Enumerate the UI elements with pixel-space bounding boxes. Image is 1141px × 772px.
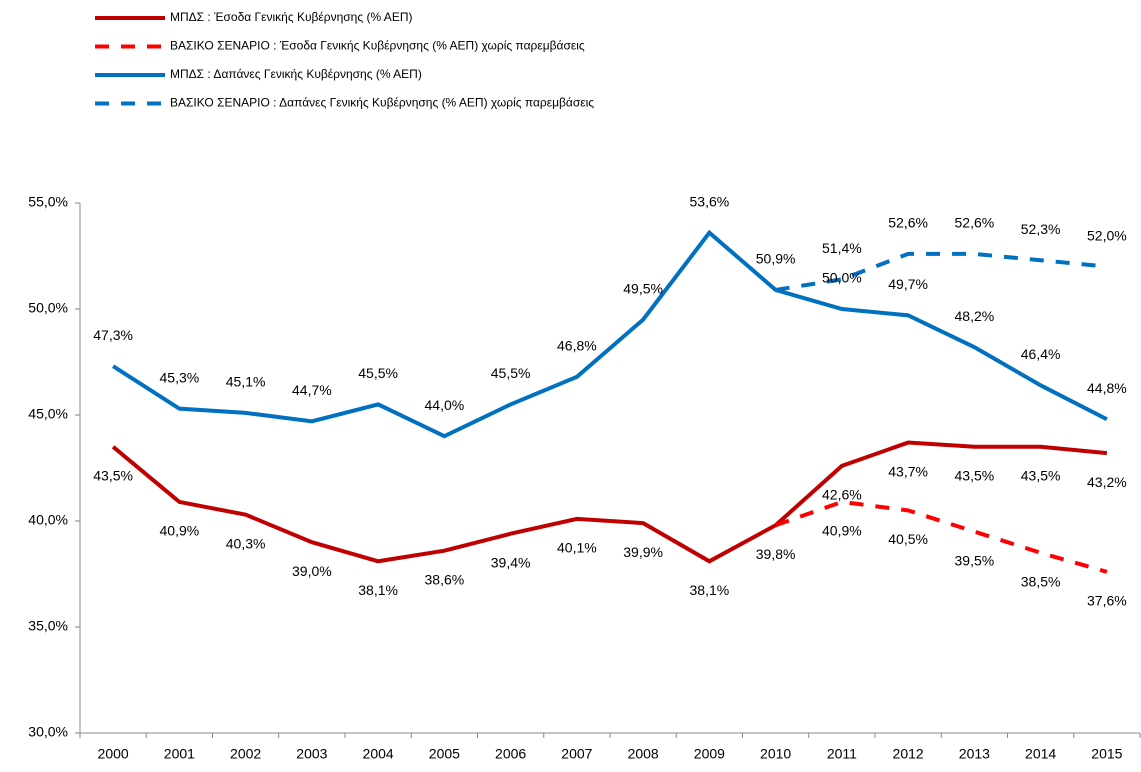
x-tick-label: 2001 — [164, 746, 195, 762]
series-line — [111, 440, 1108, 564]
x-tick-label: 2007 — [561, 746, 592, 762]
x-tick-label: 2013 — [959, 746, 990, 762]
x-tick-label: 2008 — [628, 746, 659, 762]
data-label: 52,6% — [888, 215, 928, 231]
data-label: 39,8% — [756, 546, 796, 562]
data-label: 45,5% — [358, 365, 398, 381]
data-label: 49,5% — [623, 280, 663, 296]
legend-label: ΒΑΣΙΚΟ ΣΕΝΑΡΙΟ : Έσοδα Γενικής Κυβέρνηση… — [170, 39, 585, 53]
y-tick-label: 30,0% — [28, 724, 68, 740]
data-label: 39,9% — [623, 544, 663, 560]
series-line — [112, 229, 1108, 439]
x-tick-label: 2015 — [1091, 746, 1122, 762]
x-tick-label: 2010 — [760, 746, 791, 762]
data-label: 52,0% — [1087, 227, 1127, 243]
x-tick-label: 2009 — [694, 746, 725, 762]
data-label: 44,0% — [425, 397, 465, 413]
data-label: 38,5% — [1021, 574, 1061, 590]
data-label: 52,3% — [1021, 221, 1061, 237]
legend-label: ΒΑΣΙΚΟ ΣΕΝΑΡΙΟ : Δαπάνες Γενικής Κυβέρνη… — [170, 96, 594, 110]
data-label: 49,7% — [888, 276, 928, 292]
data-label: 44,8% — [1087, 380, 1127, 396]
series-line — [774, 499, 1108, 574]
data-label: 53,6% — [690, 193, 730, 209]
data-label: 40,1% — [557, 540, 597, 556]
data-label: 47,3% — [93, 327, 133, 343]
x-tick-label: 2005 — [429, 746, 460, 762]
data-label: 46,8% — [557, 338, 597, 354]
x-tick-label: 2004 — [363, 746, 394, 762]
x-tick-label: 2003 — [296, 746, 327, 762]
y-tick-label: 40,0% — [28, 512, 68, 528]
data-label: 39,4% — [491, 554, 531, 570]
data-label: 46,4% — [1021, 346, 1061, 362]
data-label: 50,0% — [822, 270, 862, 286]
data-label: 38,6% — [425, 571, 465, 587]
data-label: 50,9% — [756, 251, 796, 267]
x-tick-label: 2014 — [1025, 746, 1056, 762]
x-tick-label: 2000 — [98, 746, 129, 762]
series-line — [775, 251, 1108, 292]
data-label: 39,5% — [955, 552, 995, 568]
data-label: 38,1% — [358, 582, 398, 598]
x-tick-label: 2012 — [893, 746, 924, 762]
data-label: 44,7% — [292, 382, 332, 398]
y-tick-label: 45,0% — [28, 406, 68, 422]
legend-label: ΜΠΔΣ : Δαπάνες Γενικής Κυβέρνησης (% ΑΕΠ… — [170, 67, 422, 81]
data-label: 43,5% — [955, 468, 995, 484]
y-tick-label: 50,0% — [28, 300, 68, 316]
data-label: 40,3% — [226, 535, 266, 551]
data-label: 38,1% — [690, 582, 730, 598]
data-label: 43,7% — [888, 463, 928, 479]
data-label: 40,5% — [888, 531, 928, 547]
data-label: 45,1% — [226, 374, 266, 390]
x-tick-label: 2006 — [495, 746, 526, 762]
x-tick-label: 2002 — [230, 746, 261, 762]
legend-label: ΜΠΔΣ : Έσοδα Γενικής Κυβέρνησης (% ΑΕΠ) — [170, 10, 412, 24]
data-label: 43,5% — [1021, 468, 1061, 484]
data-label: 43,2% — [1087, 474, 1127, 490]
data-label: 39,0% — [292, 563, 332, 579]
y-tick-label: 55,0% — [28, 194, 68, 210]
x-tick-label: 2011 — [827, 746, 857, 762]
data-label: 51,4% — [822, 240, 862, 256]
data-label: 37,6% — [1087, 593, 1127, 609]
data-label: 48,2% — [955, 308, 995, 324]
data-label: 52,6% — [955, 215, 995, 231]
data-label: 45,5% — [491, 365, 531, 381]
data-label: 42,6% — [822, 487, 862, 503]
data-label: 40,9% — [822, 523, 862, 539]
data-label: 40,9% — [160, 523, 200, 539]
y-tick-label: 35,0% — [28, 618, 68, 634]
data-label: 43,5% — [93, 468, 133, 484]
data-label: 45,3% — [160, 369, 200, 385]
